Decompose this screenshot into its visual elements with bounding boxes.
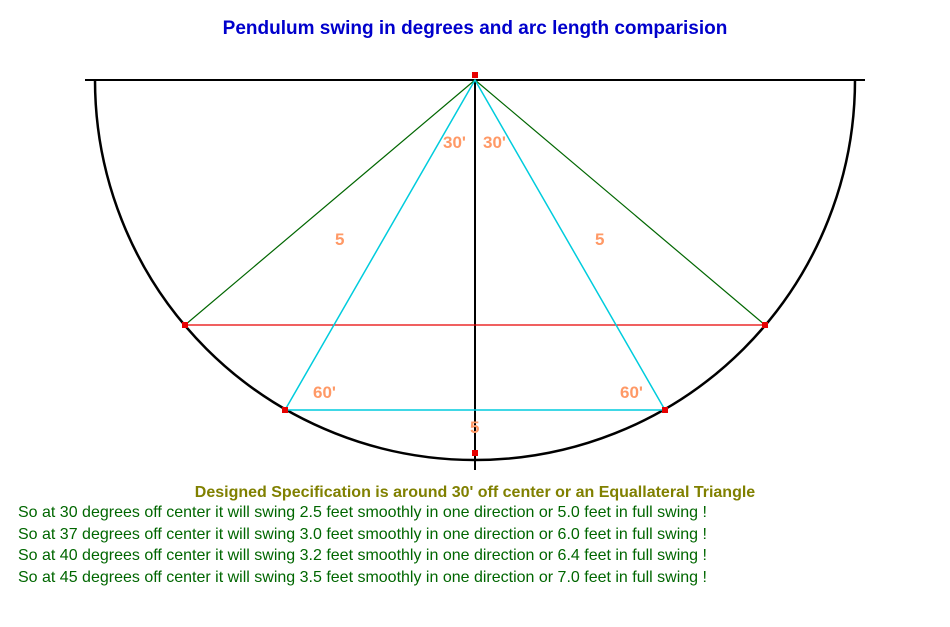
info-lines-container: So at 30 degrees off center it will swin…	[0, 502, 950, 588]
angle-label: 5	[595, 230, 604, 249]
angle-label: 30'	[443, 133, 466, 152]
marker-point	[282, 407, 288, 413]
info-line: So at 30 degrees off center it will swin…	[18, 502, 950, 524]
marker-point	[762, 322, 768, 328]
angle-label: 5	[470, 418, 479, 437]
angle-label: 60'	[313, 383, 336, 402]
marker-point	[472, 450, 478, 456]
marker-point	[662, 407, 668, 413]
spec-text: Designed Specification is around 30' off…	[0, 484, 950, 502]
swing-line	[475, 80, 765, 325]
info-line: So at 45 degrees off center it will swin…	[18, 567, 950, 589]
angle-label: 5	[335, 230, 344, 249]
swing-line	[185, 80, 475, 325]
pendulum-diagram: 30' 30' 5 5 60' 60' 5	[25, 40, 925, 480]
marker-point	[472, 72, 478, 78]
marker-point	[182, 322, 188, 328]
angle-label: 60'	[620, 383, 643, 402]
angle-label: 30'	[483, 133, 506, 152]
info-line: So at 40 degrees off center it will swin…	[18, 545, 950, 567]
info-line: So at 37 degrees off center it will swin…	[18, 524, 950, 546]
diagram-title: Pendulum swing in degrees and arc length…	[0, 0, 950, 40]
